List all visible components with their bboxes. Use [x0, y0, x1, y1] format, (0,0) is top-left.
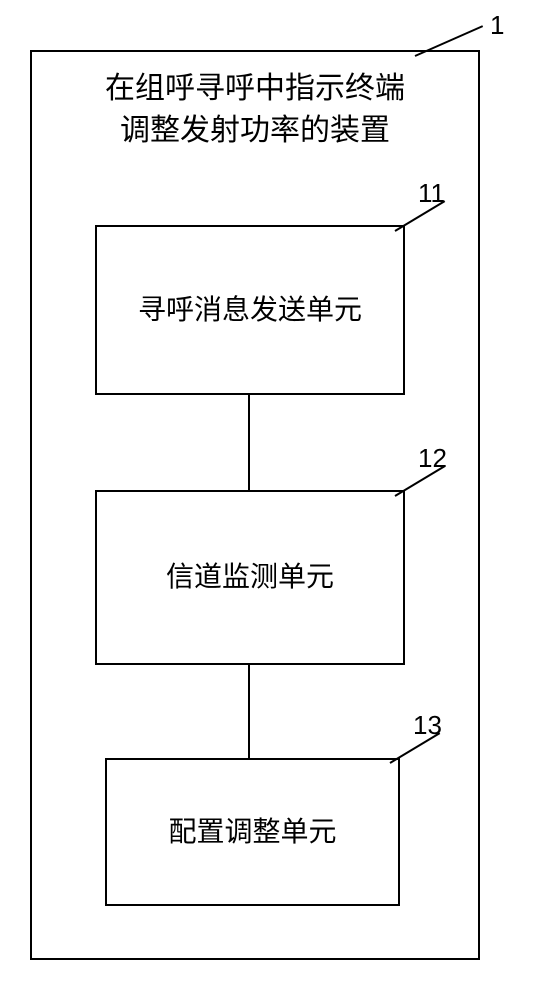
- connector-11-12: [248, 395, 250, 490]
- title-line1: 在组呼寻呼中指示终端: [105, 72, 405, 105]
- label-1: 1: [490, 10, 504, 41]
- box-config-label: 配置调整单元: [168, 814, 336, 850]
- box-paging-unit: 寻呼消息发送单元: [95, 225, 405, 395]
- label-1-text: 1: [490, 10, 504, 40]
- label-11-text: 11: [418, 178, 445, 208]
- title-line2: 调整发射功率的装置: [120, 114, 390, 147]
- label-12: 12: [418, 443, 447, 474]
- label-12-text: 12: [418, 443, 447, 473]
- box-paging-label: 寻呼消息发送单元: [138, 292, 362, 328]
- outer-title: 在组呼寻呼中指示终端 调整发射功率的装置: [55, 68, 455, 152]
- label-13: 13: [413, 710, 442, 741]
- box-channel-monitor-unit: 信道监测单元: [95, 490, 405, 665]
- box-channel-label: 信道监测单元: [166, 559, 334, 595]
- label-13-text: 13: [413, 710, 442, 740]
- box-config-adjust-unit: 配置调整单元: [105, 758, 400, 906]
- connector-12-13: [248, 665, 250, 758]
- label-11: 11: [418, 178, 445, 209]
